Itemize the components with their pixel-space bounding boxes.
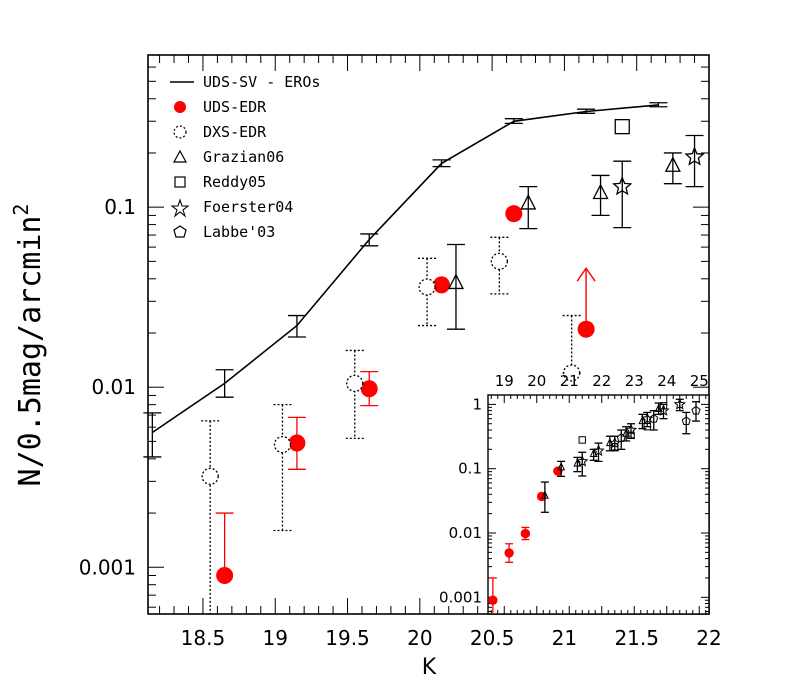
data-point-filled-circle xyxy=(505,205,523,223)
x-tick-label: 20 xyxy=(407,626,432,650)
legend-marker-square xyxy=(174,176,186,188)
data-point-triangle xyxy=(589,448,598,457)
data-point-star xyxy=(684,146,705,166)
y-axis-label-sup: 2 xyxy=(9,204,33,216)
data-point-filled-circle xyxy=(504,548,514,558)
data-point-dotted-circle xyxy=(562,364,581,382)
series-uds-sv-eros xyxy=(143,102,668,458)
data-point-dotted-circle xyxy=(490,252,508,271)
x-tick-label: 20 xyxy=(527,372,546,390)
x-axis-label: K xyxy=(422,655,437,677)
legend-label: Labbe'03 xyxy=(203,223,275,241)
data-point-star xyxy=(673,397,686,410)
data-point-dotted-circle xyxy=(201,467,219,485)
data-point-triangle xyxy=(664,156,681,172)
x-tick-label: 22 xyxy=(592,372,611,390)
series-dxs-edr xyxy=(201,236,581,614)
x-tick-label: 25 xyxy=(690,372,709,390)
x-tick-label: 21.5 xyxy=(614,626,659,650)
legend-label: Reddy05 xyxy=(203,173,266,191)
legend: UDS-SV - EROs UDS-EDR DXS-EDR Grazian06 … xyxy=(170,73,320,241)
main-plot-area: 18.5 19 19.5 20 20.5 21 21.5 22 0.001 0.01 0.1 xyxy=(79,55,722,650)
data-point-star xyxy=(576,454,589,467)
x-tick-label: 19 xyxy=(263,626,288,650)
data-point-filled-circle xyxy=(488,595,498,605)
data-point-filled-circle xyxy=(553,466,563,476)
legend-marker-triangle xyxy=(172,149,188,163)
legend-marker-filled-circle xyxy=(174,101,186,113)
y-axis-label-text: N/0.5mag/arcmin xyxy=(13,216,48,487)
series-labbe-03 xyxy=(616,401,701,450)
series-grazian06 xyxy=(446,152,682,330)
data-point-filled-circle xyxy=(577,320,595,338)
inset-plot-area: 19 20 21 22 23 24 25 0.001 0.01 0.1 1 xyxy=(439,372,709,614)
data-point-star xyxy=(592,444,605,457)
main-plot-frame xyxy=(147,54,710,615)
data-point-star xyxy=(612,175,633,196)
data-point-triangle xyxy=(592,183,609,200)
data-point-filled-circle xyxy=(520,528,531,539)
x-tick-label: 18.5 xyxy=(181,626,226,650)
x-tick-label: 23 xyxy=(625,372,644,390)
series-uds-edr xyxy=(488,466,563,614)
x-tick-label: 21 xyxy=(560,372,579,390)
series-line xyxy=(151,104,659,434)
data-point-pentagon xyxy=(649,413,659,423)
legend-label: UDS-SV - EROs xyxy=(203,73,320,91)
y-tick-label: 1 xyxy=(472,395,482,413)
data-point-triangle xyxy=(557,461,566,471)
series-foerster04 xyxy=(576,397,686,477)
data-point-triangle xyxy=(573,458,582,467)
data-point-square xyxy=(578,436,586,444)
legend-marker-pentagon xyxy=(173,225,187,238)
legend-marker-dotted-circle xyxy=(173,125,187,139)
data-point-triangle xyxy=(520,193,537,210)
legend-label: DXS-EDR xyxy=(203,123,267,141)
x-tick-label: 21 xyxy=(552,626,577,650)
data-point-star xyxy=(624,423,638,436)
data-point-pentagon xyxy=(691,405,701,415)
x-tick-label: 19.5 xyxy=(325,626,370,650)
series-uds-edr xyxy=(215,205,523,584)
data-point-dotted-circle xyxy=(273,435,292,454)
series-reddy05 xyxy=(614,118,630,135)
legend-marker-star xyxy=(170,198,190,218)
data-point-star xyxy=(657,404,670,416)
y-tick-label: 0.001 xyxy=(79,555,136,579)
data-point-filled-circle xyxy=(216,566,234,584)
legend-label: UDS-EDR xyxy=(203,98,267,116)
data-point-dotted-circle xyxy=(346,374,364,393)
data-point-dotted-circle xyxy=(418,278,436,296)
data-point-pentagon xyxy=(616,433,626,442)
series-uds-edr-lower-limit xyxy=(576,266,596,338)
x-tick-label: 20.5 xyxy=(470,626,515,650)
data-point-triangle xyxy=(447,273,465,290)
legend-label: Foerster04 xyxy=(203,198,293,216)
y-tick-label: 0.01 xyxy=(91,375,136,399)
lower-limit-arrow-head xyxy=(576,266,596,282)
data-point-pentagon xyxy=(681,416,691,425)
y-axis-label: N/0.5mag/arcmin2 xyxy=(9,204,48,487)
data-point-filled-circle xyxy=(433,276,451,294)
y-tick-label: 0.001 xyxy=(439,588,482,606)
y-tick-label: 0.1 xyxy=(104,195,136,219)
data-point-square xyxy=(614,118,630,135)
y-tick-label: 0.01 xyxy=(449,524,482,542)
y-tick-label: 0.1 xyxy=(458,460,482,478)
x-tick-label: 19 xyxy=(495,372,514,390)
data-point-triangle xyxy=(638,415,647,425)
x-tick-label: 24 xyxy=(657,372,676,390)
x-tick-label: 22 xyxy=(696,626,721,650)
inset-plot-frame xyxy=(487,394,710,615)
data-point-filled-circle xyxy=(360,380,378,398)
data-point-triangle xyxy=(540,490,549,499)
series-foerster04 xyxy=(612,134,705,229)
legend-label: Grazian06 xyxy=(203,148,284,166)
data-point-filled-circle xyxy=(288,434,306,452)
